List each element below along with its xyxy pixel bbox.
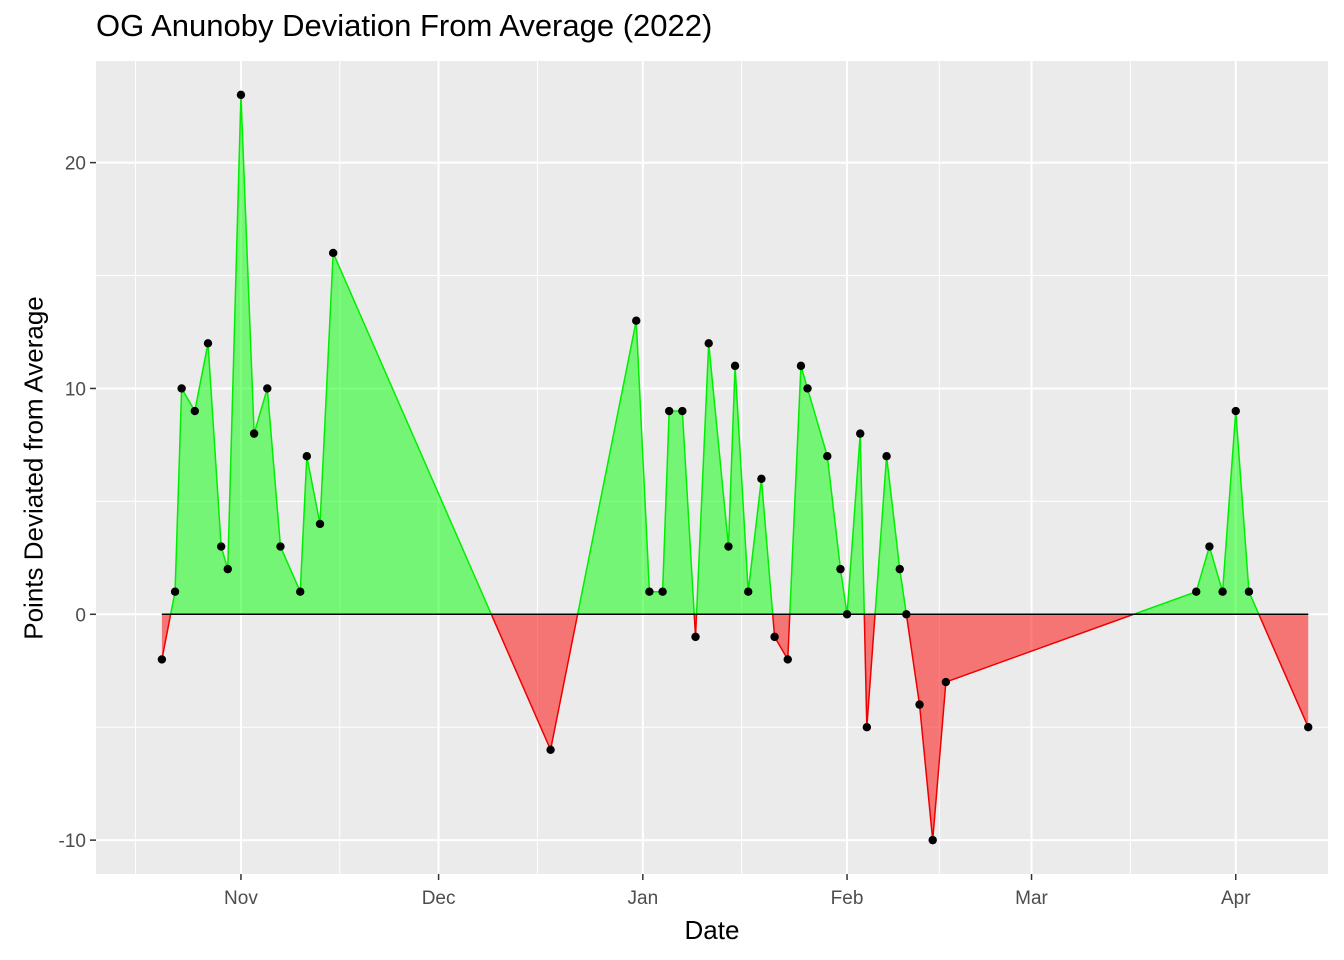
data-point: [1231, 406, 1240, 416]
data-point: [658, 587, 667, 596]
data-point: [783, 655, 792, 664]
data-point: [941, 677, 951, 687]
data-point: [236, 90, 246, 100]
data-point: [1192, 587, 1201, 596]
data-point: [928, 835, 937, 845]
data-point: [276, 542, 285, 551]
data-point: [249, 429, 259, 438]
x-tick-label: Nov: [224, 888, 258, 909]
data-point: [1205, 542, 1214, 551]
data-point: [632, 316, 641, 325]
positive-area: [161, 94, 1309, 615]
data-point: [724, 542, 733, 551]
data-point: [190, 406, 200, 416]
x-tick-label: Mar: [1015, 888, 1048, 909]
y-axis-title: Points Deviated from Average: [18, 296, 49, 640]
y-tick-label: -10: [59, 831, 86, 852]
data-point: [1244, 587, 1254, 596]
data-point: [770, 632, 779, 642]
data-point: [315, 519, 325, 529]
data-point: [902, 610, 911, 619]
data-point: [823, 452, 832, 461]
data-point: [730, 361, 740, 371]
data-point: [744, 587, 753, 596]
data-point: [157, 655, 167, 664]
data-point: [203, 339, 213, 348]
y-tick-label: 10: [65, 379, 86, 400]
data-point: [678, 406, 687, 416]
data-point: [882, 452, 891, 461]
data-point: [223, 564, 232, 574]
data-point: [1218, 587, 1227, 596]
data-point: [1304, 723, 1313, 732]
data-point: [263, 384, 272, 393]
data-point: [895, 564, 904, 574]
data-point: [836, 564, 845, 574]
y-axis-ticks: -10 0 10 20: [59, 154, 96, 852]
x-axis-title: Date: [684, 915, 740, 945]
data-point: [216, 542, 226, 551]
data-point: [664, 406, 674, 416]
data-point: [170, 587, 180, 596]
chart-title: OG Anunoby Deviation From Average (2022): [96, 8, 713, 43]
data-point: [862, 723, 872, 732]
x-tick-label: Dec: [422, 888, 456, 909]
data-points: [157, 90, 1313, 845]
data-point: [915, 700, 924, 709]
data-point: [856, 429, 865, 438]
x-tick-label: Apr: [1221, 888, 1251, 909]
data-point: [645, 587, 654, 596]
data-point: [296, 587, 305, 596]
data-point: [302, 452, 312, 461]
x-axis-ticks: Nov Dec Jan Feb Mar Apr: [224, 874, 1251, 909]
data-point: [796, 361, 806, 371]
data-point: [757, 474, 766, 483]
data-point: [704, 339, 713, 348]
y-tick-label: 0: [75, 605, 86, 626]
data-point: [842, 610, 852, 619]
y-tick-label: 20: [65, 154, 86, 175]
data-point: [177, 384, 186, 393]
x-tick-label: Jan: [628, 888, 659, 909]
data-point: [803, 384, 812, 393]
data-point: [546, 745, 555, 754]
x-tick-label: Feb: [831, 888, 864, 909]
data-point: [328, 248, 338, 258]
data-point: [691, 632, 700, 642]
